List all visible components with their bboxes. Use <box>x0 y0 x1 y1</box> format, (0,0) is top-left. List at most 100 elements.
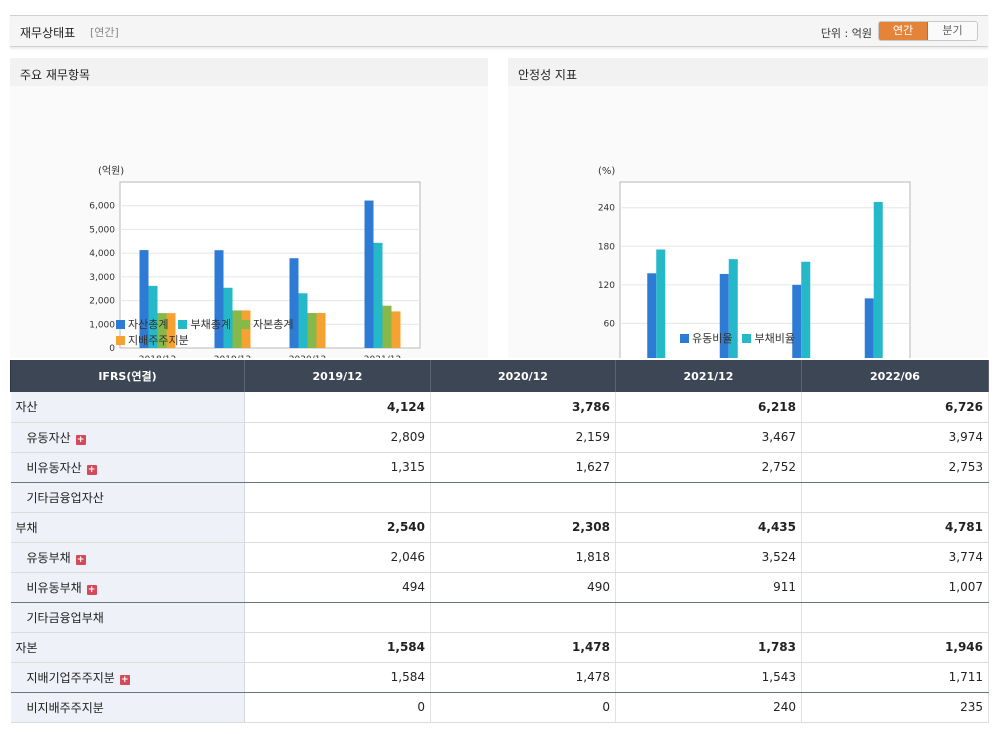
row-label-cell[interactable]: 지배기업주주지분 + <box>10 662 245 693</box>
toggle-annual-button[interactable]: 연간 <box>879 22 928 40</box>
period-subtitle: [연간] <box>90 26 119 39</box>
toggle-quarter-button[interactable]: 분기 <box>928 22 977 40</box>
value-cell: 1,783 <box>615 632 802 663</box>
value-cell: 2,159 <box>430 422 616 453</box>
expand-plus-icon[interactable]: + <box>119 674 130 685</box>
expand-plus-icon[interactable]: + <box>75 434 86 445</box>
expand-plus-icon[interactable]: + <box>86 464 97 475</box>
panel-header: 주요 재무항목 <box>10 58 488 86</box>
chart-legend: 자산총계 부채총계 자본총계 지배주주지분 <box>116 316 416 348</box>
row-label-cell: 부채 <box>10 512 245 543</box>
row-label: 유동부채 <box>26 550 71 565</box>
bar <box>157 313 167 348</box>
table-row: 자산 4,124 3,786 6,218 6,726 <box>10 392 989 423</box>
table-row: 비유동자산 +1,315 1,627 2,752 2,753 <box>10 452 989 483</box>
bar <box>289 258 299 348</box>
value-cell: 911 <box>615 572 802 603</box>
row-label: 기타금융업부채 <box>26 610 104 625</box>
row-label: 자산 <box>15 400 38 415</box>
legend-swatch <box>742 334 752 343</box>
value-cell: 235 <box>801 692 989 723</box>
legend-swatch <box>116 336 125 345</box>
bar <box>656 249 666 358</box>
table-row: 기타금융업자산 <box>10 482 989 513</box>
row-label-cell: 기타금융업자산 <box>10 482 245 513</box>
y-tick-label: 120 <box>598 281 615 291</box>
table-row: 유동부채 +2,046 1,818 3,524 3,774 <box>10 542 989 573</box>
row-label-cell[interactable]: 유동자산 + <box>10 422 245 453</box>
y-tick-label: 2,000 <box>89 297 115 307</box>
value-cell: 3,774 <box>801 542 989 573</box>
value-cell <box>244 602 431 633</box>
value-cell: 6,726 <box>801 392 989 423</box>
value-cell: 2,752 <box>615 452 802 483</box>
stability-chart: 060120180240(%)2018/122019/122020/122021… <box>598 166 911 358</box>
page-title: 재무상태표 <box>20 26 76 40</box>
table-row: 부채 2,540 2,308 4,435 4,781 <box>10 512 989 543</box>
bar <box>223 287 233 348</box>
value-cell: 4,781 <box>801 512 989 543</box>
panel-header: 안정성 지표 <box>508 58 988 86</box>
bar <box>214 250 224 348</box>
legend-swatch <box>240 320 250 329</box>
value-cell: 1,946 <box>801 632 989 663</box>
row-label: 유동자산 <box>26 430 71 445</box>
legend-item: 유동비율 <box>680 330 732 346</box>
y-tick-label: 240 <box>598 204 615 214</box>
y-tick-label: 4,000 <box>89 249 115 259</box>
legend-label: 자본총계 <box>252 318 294 331</box>
value-cell: 1,584 <box>244 662 431 693</box>
value-cell <box>430 482 616 513</box>
value-cell: 3,974 <box>801 422 989 453</box>
table-row: 유동자산 +2,809 2,159 3,467 3,974 <box>10 422 989 453</box>
value-cell: 6,218 <box>615 392 802 423</box>
row-label: 비유동부채 <box>26 580 82 595</box>
y-tick-label: 0 <box>109 344 115 354</box>
column-header: 2020/12 <box>430 360 616 392</box>
value-cell: 1,711 <box>801 662 989 693</box>
bar <box>364 200 374 348</box>
value-cell: 3,467 <box>615 422 802 453</box>
expand-plus-icon[interactable]: + <box>86 584 97 595</box>
row-label: 부채 <box>15 520 38 535</box>
row-label-cell[interactable]: 비유동자산 + <box>10 452 245 483</box>
value-cell: 1,627 <box>430 452 616 483</box>
bar <box>719 273 729 358</box>
legend-label: 부채비율 <box>754 332 795 345</box>
bar <box>864 298 874 358</box>
value-cell: 2,540 <box>244 512 431 543</box>
value-cell <box>801 602 989 633</box>
value-cell: 1,315 <box>244 452 431 483</box>
column-header: 2019/12 <box>244 360 431 392</box>
value-cell: 1,818 <box>430 542 616 573</box>
bar <box>382 305 392 348</box>
value-cell: 1,478 <box>430 632 616 663</box>
value-cell: 1,584 <box>244 632 431 663</box>
unit-label: 단위 : 억원 <box>820 27 872 40</box>
expand-plus-icon[interactable]: + <box>75 554 86 565</box>
row-label-cell: 비지배주주지분 <box>10 692 245 723</box>
value-cell: 3,786 <box>430 392 616 423</box>
bar <box>873 201 883 358</box>
bar <box>139 250 149 348</box>
row-label-cell[interactable]: 유동부채 + <box>10 542 245 573</box>
value-cell: 4,435 <box>615 512 802 543</box>
chart-legend: 유동비율 부채비율 <box>680 330 880 346</box>
column-header: 2021/12 <box>615 360 802 392</box>
statement-header: 재무상태표 [연간] 단위 : 억원 연간 분기 <box>10 15 988 47</box>
value-cell: 2,046 <box>244 542 431 573</box>
main-items-chart: 0 1,000 2,000 3,000 4,000 5,000 6,000 (억원) 2018/… <box>89 165 421 358</box>
row-label: 비유동자산 <box>26 460 82 475</box>
bar <box>232 310 242 348</box>
value-cell: 240 <box>615 692 802 723</box>
period-toggle: 연간 분기 <box>878 21 978 41</box>
value-cell <box>244 482 431 513</box>
bar <box>373 242 383 348</box>
row-label-cell[interactable]: 비유동부채 + <box>10 572 245 603</box>
value-cell: 1,007 <box>801 572 989 603</box>
y-tick-label: 180 <box>598 242 615 252</box>
table-header-row: IFRS(연결) 2019/12 2020/12 2021/12 2022/06 <box>10 360 989 392</box>
chart-title: 안정성 지표 <box>518 68 578 82</box>
row-label-cell: 자본 <box>10 632 245 663</box>
